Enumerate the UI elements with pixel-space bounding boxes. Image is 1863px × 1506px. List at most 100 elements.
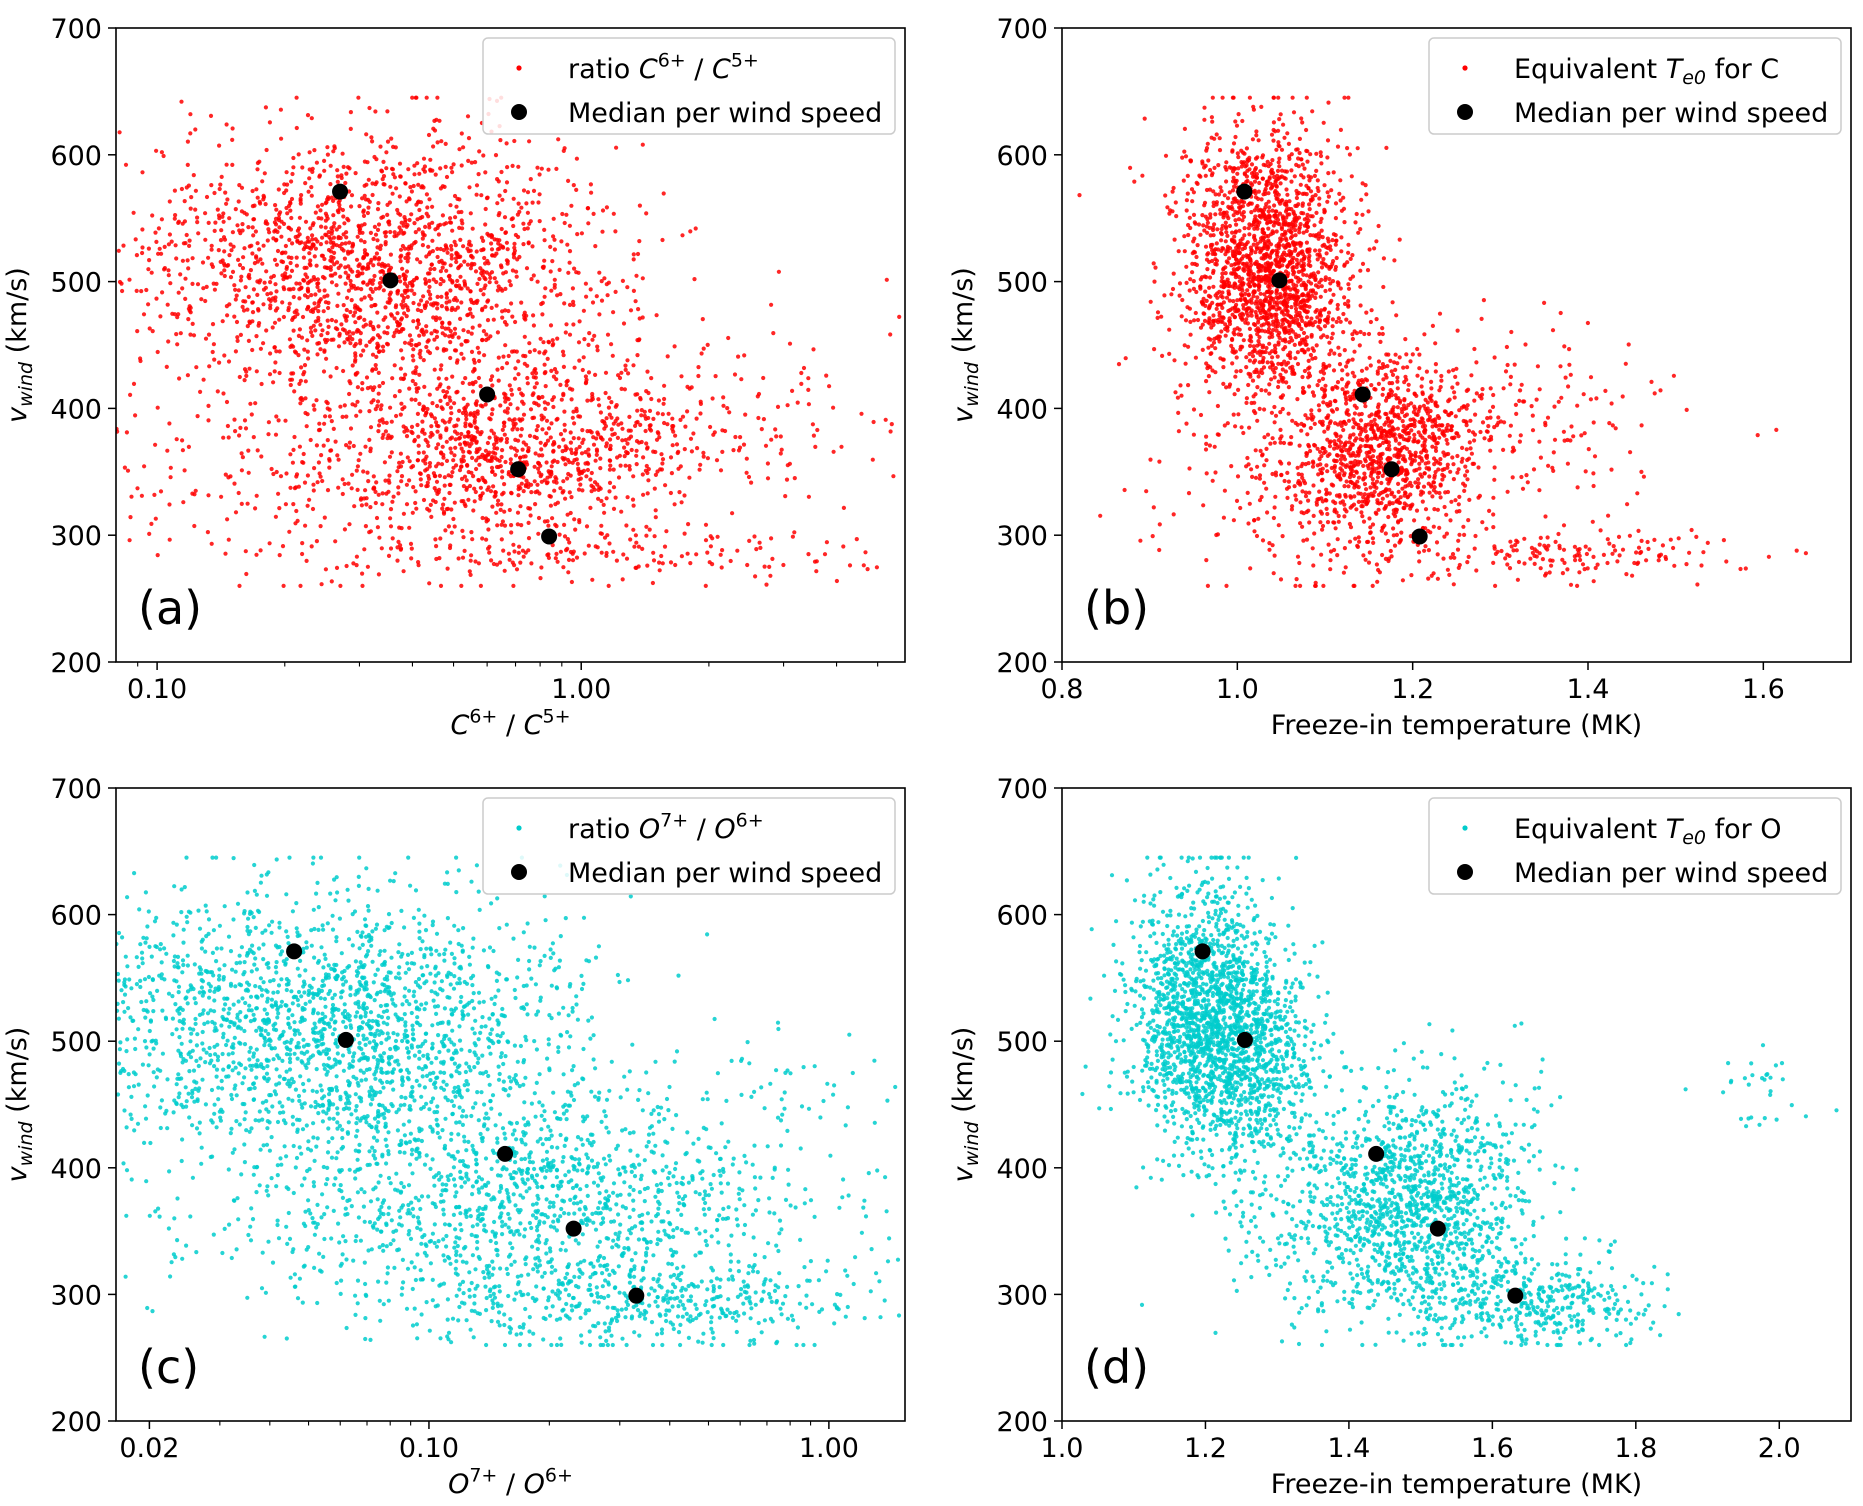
data-point [287,274,293,279]
data-point [665,354,670,359]
data-point [351,283,356,289]
data-point [277,317,282,322]
data-point [1207,275,1213,280]
data-point [467,450,472,455]
data-point [1319,308,1324,313]
data-point [450,280,455,285]
data-point [483,448,488,453]
data-point [459,342,464,347]
data-point [230,137,235,142]
data-point [451,458,456,463]
data-point [215,389,220,394]
data-point [1305,149,1310,154]
data-point [1214,132,1219,137]
data-point [1230,239,1236,244]
data-point [424,254,429,259]
data-point [203,211,208,216]
data-point [358,353,364,358]
data-point [613,495,618,500]
data-point [508,457,513,462]
data-point [371,336,376,341]
data-point [318,322,323,327]
data-point [244,369,249,374]
data-point [1265,215,1271,220]
data-point [494,562,500,567]
data-point [193,188,198,193]
data-point [388,546,394,551]
data-point [730,511,735,516]
data-point [329,195,334,200]
data-point [449,474,454,479]
data-point [1235,326,1240,331]
data-point [434,479,440,484]
data-point [512,138,517,144]
data-point [382,230,387,235]
data-point [532,464,537,469]
data-point [305,349,310,354]
data-point [1210,242,1215,247]
data-point [1234,178,1239,183]
data-point [338,404,343,409]
data-point [446,326,451,331]
data-point [795,400,800,405]
data-point [443,141,448,146]
data-point [277,225,282,230]
data-point [562,220,567,226]
data-point [414,365,419,370]
data-point [438,367,443,372]
data-point [778,451,783,456]
data-point [341,232,346,237]
data-point [448,203,453,208]
data-point [441,279,446,284]
data-point [554,524,559,529]
data-point [223,551,228,556]
data-point [1244,146,1249,151]
data-point [525,381,530,386]
data-point [439,304,444,309]
data-point [1236,332,1241,337]
data-point [451,162,456,167]
data-point [418,200,424,205]
data-point [1220,223,1225,228]
data-point [500,315,505,320]
data-point [470,314,475,319]
data-point [305,235,310,240]
data-point [375,399,381,404]
data-point [565,476,570,481]
data-point [602,510,607,515]
data-point [1283,236,1288,241]
data-point [341,164,346,169]
data-point [131,381,137,386]
data-point [255,167,260,172]
data-point [891,474,896,479]
data-point [239,185,245,190]
data-point [425,467,430,472]
data-point [312,466,317,471]
data-point [310,233,315,238]
data-point [569,579,575,585]
data-point [505,247,510,252]
median-marker-3 [479,386,496,403]
data-point [1306,218,1311,223]
data-point [1339,249,1344,254]
data-point [435,306,440,311]
data-point [1237,251,1242,256]
data-point [1268,219,1273,224]
data-point [300,541,305,546]
data-point [409,243,414,248]
data-point [411,358,416,363]
data-point [464,417,469,422]
data-point [1236,387,1241,392]
data-point [542,238,547,243]
data-point [622,387,628,392]
data-point [204,194,210,200]
data-point [395,207,400,213]
data-point [465,114,471,119]
data-point [1230,188,1236,193]
data-point [547,470,552,475]
data-point [354,554,359,559]
data-point [1254,224,1259,229]
data-point [668,560,674,565]
data-point [174,437,179,442]
data-point [494,464,500,470]
